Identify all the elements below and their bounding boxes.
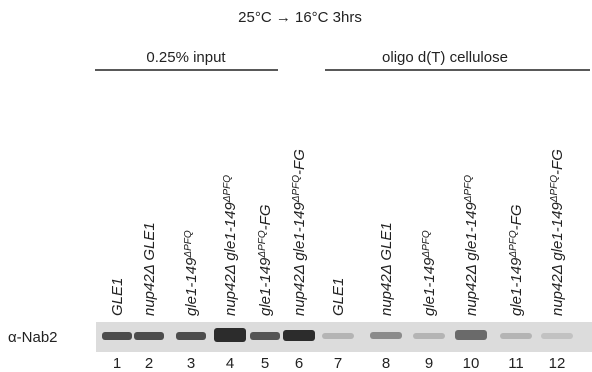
- lane-label: nup42Δ GLE1: [141, 222, 158, 316]
- allele-superscript: ΔPFQ: [257, 230, 268, 258]
- allele-superscript: ΔPFQ: [222, 175, 233, 203]
- band: [250, 332, 280, 340]
- genotype: nup42Δ GLE1: [378, 222, 395, 316]
- lane-label: gle1-149ΔPFQ-FG: [257, 204, 275, 316]
- band: [134, 332, 164, 340]
- genotype: nup42Δ gle1-149: [291, 202, 308, 316]
- lane-label: nup42Δ gle1-149ΔPFQ: [463, 175, 481, 316]
- lane-number: 8: [382, 355, 390, 372]
- group-label: 0.25% input: [146, 49, 226, 66]
- lane-label: gle1-149ΔPFQ-FG: [508, 204, 526, 316]
- lane-number: 1: [113, 355, 121, 372]
- genotype: gle1-149: [421, 257, 438, 316]
- band: [283, 330, 315, 341]
- genotype: gle1-149: [183, 257, 200, 316]
- allele-superscript: ΔPFQ: [508, 230, 519, 258]
- allele-superscript: ΔPFQ: [421, 230, 432, 258]
- allele-superscript: ΔPFQ: [549, 175, 560, 203]
- lane-number: 10: [463, 355, 480, 372]
- allele-suffix: -FG: [257, 204, 274, 230]
- allele-superscript: ΔPFQ: [183, 230, 194, 258]
- lane-number: 11: [508, 355, 524, 372]
- band: [500, 333, 532, 339]
- lane-label: nup42Δ gle1-149ΔPFQ-FG: [291, 149, 309, 316]
- lane-label: GLE1: [330, 278, 347, 316]
- allele-suffix: -FG: [508, 204, 525, 230]
- lane-number: 12: [549, 355, 566, 372]
- lane-label: gle1-149ΔPFQ: [421, 230, 439, 316]
- band: [322, 333, 354, 339]
- allele-suffix: -FG: [291, 149, 308, 175]
- lane-label: GLE1: [109, 278, 126, 316]
- genotype: GLE1: [109, 278, 126, 316]
- lane-number: 4: [226, 355, 234, 372]
- lane-number: 2: [145, 355, 153, 372]
- allele-superscript: ΔPFQ: [463, 175, 474, 203]
- band: [176, 332, 206, 340]
- lane-label: nup42Δ gle1-149ΔPFQ: [222, 175, 240, 316]
- band: [370, 332, 402, 339]
- genotype: GLE1: [330, 278, 347, 316]
- lane-label: nup42Δ GLE1: [378, 222, 395, 316]
- figure: 25°C → 16°C 3hrs 0.25% input oligo d(T) …: [0, 0, 592, 372]
- title: 25°C → 16°C 3hrs: [238, 9, 362, 26]
- band: [102, 332, 132, 340]
- antibody-label: α-Nab2: [8, 329, 58, 346]
- genotype: nup42Δ gle1-149: [222, 202, 239, 316]
- genotype: gle1-149: [257, 257, 274, 316]
- allele-suffix: -FG: [549, 149, 566, 175]
- band: [214, 328, 246, 342]
- blot: [96, 322, 592, 352]
- lane-number: 3: [187, 355, 195, 372]
- lane-number: 5: [261, 355, 269, 372]
- group-label: oligo d(T) cellulose: [382, 49, 508, 66]
- lane-number: 7: [334, 355, 342, 372]
- band: [413, 333, 445, 339]
- genotype: nup42Δ gle1-149: [463, 202, 480, 316]
- band: [455, 330, 487, 340]
- genotype: nup42Δ gle1-149: [549, 202, 566, 316]
- allele-superscript: ΔPFQ: [291, 175, 302, 203]
- genotype: nup42Δ GLE1: [141, 222, 158, 316]
- lane-label: nup42Δ gle1-149ΔPFQ-FG: [549, 149, 567, 316]
- band: [541, 333, 573, 339]
- lane-number: 9: [425, 355, 433, 372]
- lane-number: 6: [295, 355, 303, 372]
- genotype: gle1-149: [508, 257, 525, 316]
- lane-label: gle1-149ΔPFQ: [183, 230, 201, 316]
